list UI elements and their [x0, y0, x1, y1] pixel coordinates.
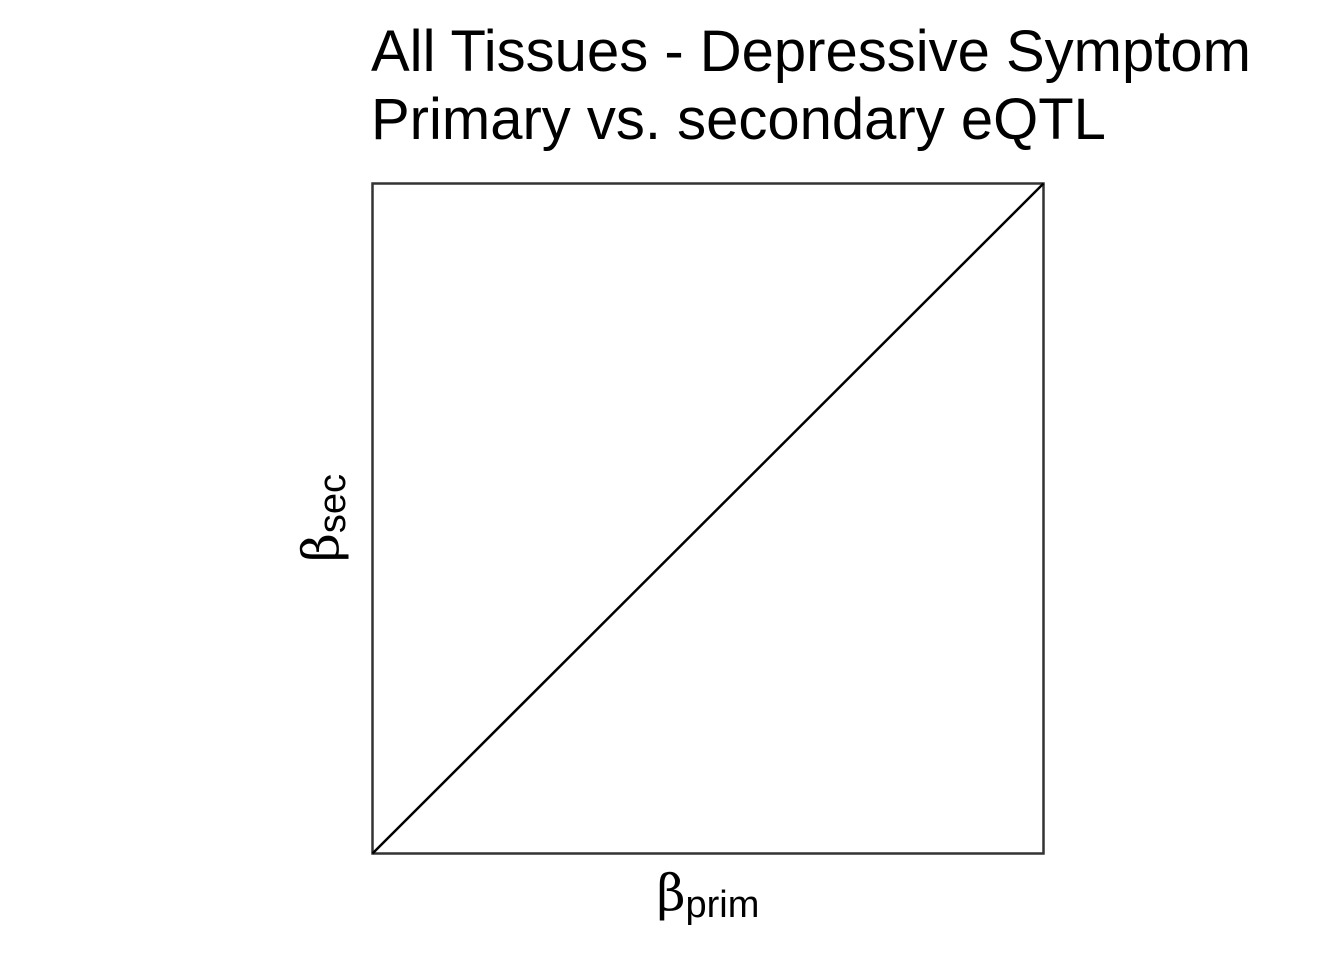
chart-title: All Tissues - Depressive Symptom Primary…	[371, 18, 1251, 154]
chart-title-line-2: Primary vs. secondary eQTL	[371, 87, 1106, 152]
series-layer	[371, 182, 1045, 855]
x-axis-label: βprim	[657, 864, 760, 926]
chart-title-line-1: All Tissues - Depressive Symptom	[371, 19, 1251, 84]
x-axis-label-symbol: β	[657, 864, 686, 922]
y-axis-label-symbol: β	[292, 533, 350, 562]
plot-frame	[371, 182, 1045, 855]
y-axis-label: βsec	[292, 474, 354, 562]
y-axis-label-subscript: sec	[312, 474, 354, 533]
series-line-0	[371, 182, 1045, 855]
x-axis-label-subscript: prim	[686, 884, 760, 926]
